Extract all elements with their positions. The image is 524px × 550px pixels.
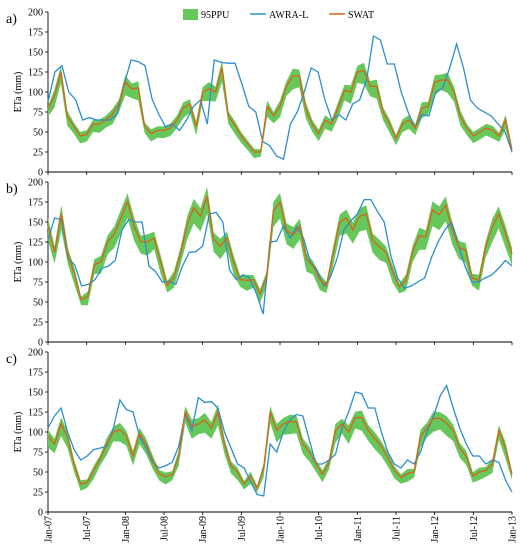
y-tick-label: 25 <box>33 488 43 499</box>
x-tick-label: Jul-11 <box>392 516 403 541</box>
y-tick-label: 25 <box>33 148 43 159</box>
y-axis-label: ETa (mm) <box>13 242 24 283</box>
y-tick-label: 175 <box>28 368 43 379</box>
y-tick-label: 0 <box>38 168 43 179</box>
series-awra-l <box>47 34 513 161</box>
y-tick-label: 125 <box>28 238 43 249</box>
y-tick-label: 25 <box>33 318 43 329</box>
y-tick-label: 50 <box>33 468 43 479</box>
panel-b: b) ETa (mm) 0 25 50 75 100 125 150 175 200 <box>6 178 513 349</box>
band-95ppu <box>48 60 512 159</box>
x-tick-label: Jan-08 <box>121 516 132 543</box>
x-tick-label: Jan-12 <box>430 516 441 543</box>
y-tick-label: 0 <box>38 508 43 519</box>
band-95ppu <box>48 404 512 493</box>
legend-swatch-95ppu <box>183 9 198 20</box>
series-swat <box>47 196 513 301</box>
series-awra-l <box>47 384 513 497</box>
x-tick-label: Jan-09 <box>198 516 209 543</box>
y-tick-label: 150 <box>28 388 43 399</box>
panel-a: a) ETa (mm) 0 25 50 75 100 125 150 175 200 <box>6 8 513 179</box>
y-tick-label: 75 <box>33 108 43 119</box>
y-tick-label: 200 <box>28 178 43 189</box>
y-tick-label: 75 <box>33 448 43 459</box>
panel-label: b) <box>6 182 18 197</box>
y-axis-label: ETa (mm) <box>13 412 24 453</box>
legend: 95PPU AWRA-L SWAT <box>183 9 374 21</box>
y-tick-label: 125 <box>28 408 43 419</box>
x-tick-label: Jul-07 <box>82 516 93 541</box>
panels: a) ETa (mm) 0 25 50 75 100 125 150 175 200 b) ETa (m… <box>6 8 513 519</box>
x-tick-label: Jul-12 <box>469 516 480 541</box>
panel-label: c) <box>6 352 17 367</box>
y-tick-label: 50 <box>33 128 43 139</box>
legend-label-swat: SWAT <box>348 10 374 21</box>
y-tick-label: 150 <box>28 218 43 229</box>
y-tick-label: 50 <box>33 298 43 309</box>
panel-label: a) <box>6 12 17 27</box>
x-axis: Jan-07 Jul-07 Jan-08 Jul-08 Jan-09 Jul-09 Jan-… <box>44 516 519 543</box>
y-tick-label: 200 <box>28 348 43 359</box>
x-tick-label: Jul-10 <box>314 516 325 541</box>
y-tick-label: 175 <box>28 28 43 39</box>
x-tick-label: Jul-08 <box>160 516 171 541</box>
x-tick-label: Jan-11 <box>353 516 364 542</box>
x-tick-label: Jan-13 <box>508 516 519 543</box>
x-tick-label: Jan-10 <box>276 516 287 543</box>
x-tick-label: Jul-09 <box>237 516 248 541</box>
y-tick-label: 100 <box>28 88 43 99</box>
legend-label-95ppu: 95PPU <box>201 10 230 21</box>
series-swat <box>47 409 513 490</box>
y-tick-label: 100 <box>28 258 43 269</box>
y-tick-label: 100 <box>28 428 43 439</box>
panel-c: c) ETa (mm) 0 25 50 75 100 125 150 175 200 <box>6 348 513 519</box>
y-axis-label: ETa (mm) <box>13 72 24 113</box>
y-tick-label: 175 <box>28 198 43 209</box>
series-swat <box>47 67 513 153</box>
legend-label-awra: AWRA-L <box>269 10 308 21</box>
y-tick-label: 125 <box>28 68 43 79</box>
y-tick-label: 200 <box>28 8 43 19</box>
x-tick-label: Jan-07 <box>44 516 55 543</box>
y-tick-label: 0 <box>38 338 43 349</box>
series-awra-l <box>47 198 513 315</box>
y-tick-label: 75 <box>33 278 43 289</box>
y-tick-label: 150 <box>28 48 43 59</box>
